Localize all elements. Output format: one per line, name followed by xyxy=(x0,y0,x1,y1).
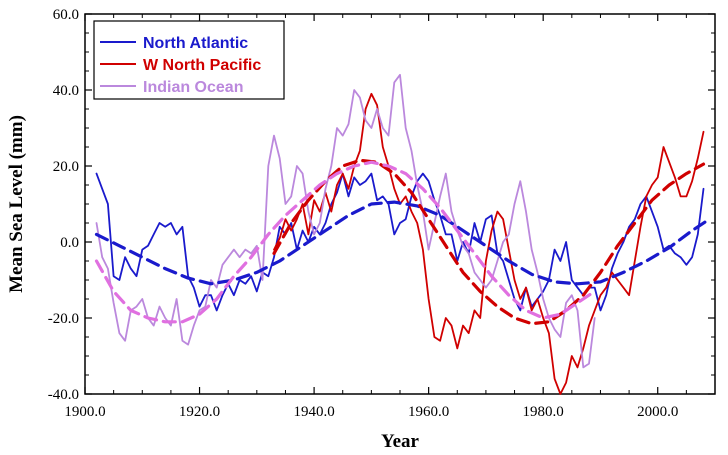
series-line-north-atlantic-trend xyxy=(94,200,711,286)
x-tick-label: 2000.0 xyxy=(637,404,678,420)
series-line-indian-ocean xyxy=(95,73,596,369)
x-axis: 1900.0 1920.0 1940.0 1960.0 1980.0 2000.0 xyxy=(64,14,716,420)
legend-label: W North Pacific xyxy=(143,57,261,74)
series-layer xyxy=(94,73,711,395)
y-tick-label: 0.0 xyxy=(60,235,79,251)
x-tick-label: 1900.0 xyxy=(64,404,105,420)
series-line-w-north-pacific xyxy=(273,92,705,395)
y-axis-title: Mean Sea Level (mm) xyxy=(6,115,27,293)
x-tick-label: 1980.0 xyxy=(523,404,564,420)
y-tick-label: 40.0 xyxy=(53,83,79,99)
legend: North Atlantic W North Pacific Indian Ocea… xyxy=(93,20,285,100)
series-line-north-atlantic xyxy=(95,172,705,312)
y-axis: 60.0 40.0 20.0 0.0 -20.0 -40.0 xyxy=(48,7,715,403)
x-axis-title: Year xyxy=(381,431,420,452)
x-tick-label: 1960.0 xyxy=(408,404,449,420)
y-tick-label: 60.0 xyxy=(53,7,79,23)
x-tick-label: 1940.0 xyxy=(293,404,334,420)
y-tick-label: 20.0 xyxy=(53,159,79,175)
y-tick-label: -40.0 xyxy=(48,387,79,403)
series-line-w-north-pacific-trend xyxy=(272,158,706,326)
y-tick-label: -20.0 xyxy=(48,311,79,327)
legend-label: North Atlantic xyxy=(143,35,248,52)
x-tick-label: 1920.0 xyxy=(179,404,220,420)
legend-label: Indian Ocean xyxy=(143,79,243,96)
